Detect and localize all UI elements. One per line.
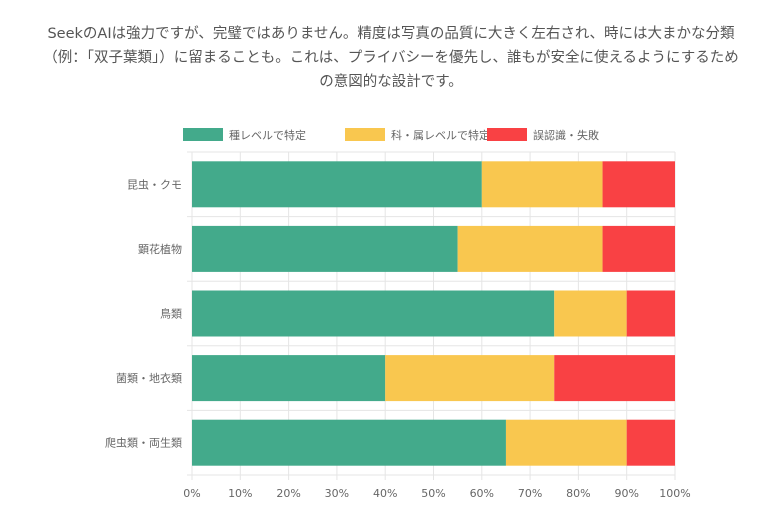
y-category-label: 顕花植物: [138, 242, 182, 256]
legend-label: 科・属レベルで特定: [391, 128, 490, 142]
y-category-label: 鳥類: [160, 307, 182, 321]
x-tick-label: 20%: [276, 487, 300, 500]
bar-segment: [554, 355, 675, 402]
x-tick-label: 50%: [421, 487, 445, 500]
bar-segment: [192, 225, 458, 272]
bar-segment: [626, 419, 675, 466]
legend-swatch: [487, 128, 527, 141]
bar-segment: [505, 419, 627, 466]
bar-segment: [457, 225, 603, 272]
y-category-label: 昆虫・クモ: [127, 178, 182, 191]
bar-segment: [554, 290, 627, 337]
bar-segment: [602, 161, 675, 208]
bar-segment: [192, 355, 386, 402]
y-category-label: 爬虫類・両生類: [105, 436, 182, 450]
x-tick-label: 10%: [228, 487, 252, 500]
x-tick-label: 90%: [614, 487, 638, 500]
x-tick-label: 40%: [373, 487, 397, 500]
chart-description: SeekのAIは強力ですが、完璧ではありません。精度は写真の品質に大きく左右され…: [43, 26, 739, 90]
bar-segment: [626, 290, 675, 337]
x-tick-label: 100%: [659, 487, 690, 500]
bar-segment: [602, 225, 675, 272]
x-tick-label: 70%: [518, 487, 542, 500]
bar-segment: [481, 161, 603, 208]
legend-label: 種レベルで特定: [229, 128, 306, 142]
legend-swatch: [345, 128, 385, 141]
bar-segment: [192, 419, 506, 466]
x-tick-label: 60%: [470, 487, 494, 500]
y-category-label: 菌類・地衣類: [116, 371, 182, 385]
legend-swatch: [183, 128, 223, 141]
bar-segment: [385, 355, 555, 402]
x-tick-label: 80%: [566, 487, 590, 500]
bar-segment: [192, 290, 555, 337]
x-tick-label: 30%: [325, 487, 349, 500]
legend-label: 誤認識・失敗: [533, 128, 599, 142]
bar-segment: [192, 161, 482, 208]
x-tick-label: 0%: [183, 487, 200, 500]
